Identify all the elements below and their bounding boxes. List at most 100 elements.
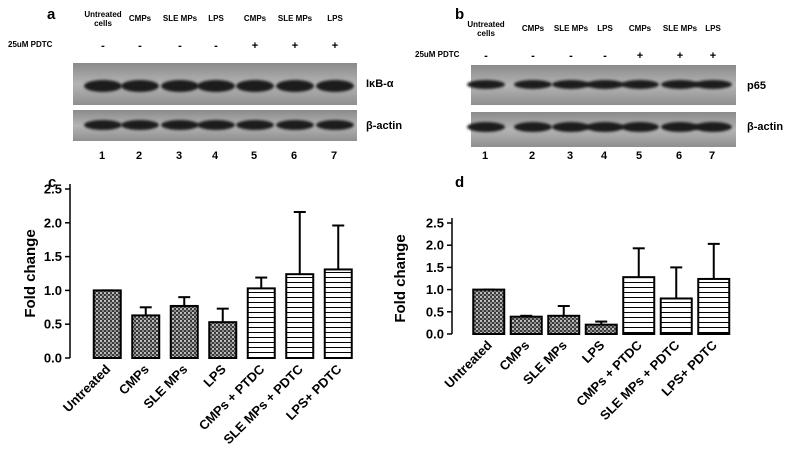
y-tick-label: 0.0 — [426, 327, 444, 342]
y-axis-label: Fold change — [22, 229, 39, 317]
column-header: SLE MPs — [162, 14, 198, 23]
treatment-sign: + — [251, 40, 259, 52]
bar — [92, 289, 122, 359]
y-tick-label: 0.0 — [44, 351, 62, 366]
blot-band — [467, 122, 505, 132]
column-header: SLE MPs — [553, 24, 589, 33]
blot-band — [661, 122, 699, 132]
y-tick-label: 2.5 — [44, 182, 62, 197]
treatment-sign: - — [531, 50, 535, 62]
treatment-sign: + — [331, 40, 339, 52]
blot-band — [621, 80, 659, 89]
treatment-label: 25uM PDTC — [8, 40, 53, 49]
column-header: SLE MPs — [277, 14, 313, 23]
y-tick-label: 1.5 — [44, 249, 62, 264]
treatment-sign: + — [291, 40, 299, 52]
bar — [246, 287, 276, 360]
bar — [509, 315, 543, 335]
bar — [323, 268, 353, 359]
column-header: Untreated cells — [84, 10, 122, 28]
treatment-sign: + — [676, 50, 684, 62]
treatment-sign: - — [603, 50, 607, 62]
treatment-sign: - — [484, 50, 488, 62]
blot-band — [197, 120, 235, 130]
bar — [584, 323, 618, 335]
blot-band — [694, 80, 732, 89]
blot-band — [121, 120, 159, 130]
y-tick-label: 1.0 — [44, 283, 62, 298]
treatment-sign: + — [709, 50, 717, 62]
x-tick-label: LPS — [579, 337, 608, 366]
y-tick-label: 0.5 — [426, 304, 444, 319]
blot-band — [467, 80, 505, 89]
blot-band — [84, 80, 122, 92]
lane-number: 7 — [709, 150, 716, 162]
lane-number: 2 — [529, 150, 536, 162]
treatment-sign: - — [138, 40, 142, 52]
blot-band — [236, 120, 274, 130]
treatment-sign: - — [101, 40, 105, 52]
y-tick-label: 1.5 — [426, 260, 444, 275]
column-header: CMPs — [628, 24, 652, 33]
column-header: SLE MPs — [662, 24, 698, 33]
y-tick-label: 0.5 — [44, 317, 62, 332]
lane-number: 4 — [601, 150, 608, 162]
band-label: β-actin — [747, 121, 784, 133]
band-label: IκB-α — [366, 78, 394, 90]
blot-band — [514, 122, 552, 132]
lane-number: 1 — [99, 150, 106, 162]
bar — [697, 277, 731, 335]
y-tick-label: 2.0 — [426, 238, 444, 253]
band-label: β-actin — [366, 120, 403, 132]
lane-number: 6 — [291, 150, 298, 162]
bar — [659, 297, 693, 336]
blot-band — [586, 80, 624, 89]
bar — [622, 276, 656, 335]
blot-band — [84, 120, 122, 130]
column-header: CMPs — [243, 14, 267, 23]
y-tick-label: 2.5 — [426, 216, 444, 231]
blot-band — [514, 80, 552, 89]
column-header: LPS — [208, 14, 224, 23]
blot-band — [197, 80, 235, 92]
lane-number: 5 — [636, 150, 643, 162]
blot-band — [316, 120, 354, 130]
treatment-sign: - — [214, 40, 218, 52]
treatment-label: 25uM PDTC — [415, 50, 460, 59]
band-label: p65 — [747, 80, 766, 92]
blot-band — [661, 80, 699, 89]
blot-band — [121, 80, 159, 92]
column-header: LPS — [705, 24, 721, 33]
bar — [472, 288, 506, 336]
lane-number: 4 — [212, 150, 219, 162]
y-axis-label: Fold change — [392, 234, 409, 322]
treatment-sign: + — [636, 50, 644, 62]
blot-band — [552, 80, 590, 89]
x-tick-label: LPS — [200, 361, 229, 390]
x-tick-label: CMPs — [496, 338, 532, 374]
lane-number: 7 — [331, 150, 338, 162]
y-tick-label: 2.0 — [44, 215, 62, 230]
lane-number: 1 — [482, 150, 489, 162]
bar — [547, 314, 581, 335]
x-tick-label: CMPs + PTDC — [573, 337, 645, 409]
blot-band — [621, 122, 659, 132]
lane-number: 3 — [176, 150, 183, 162]
panel-label: a — [47, 6, 56, 23]
x-tick-label: Untreated — [441, 337, 495, 391]
lane-number: 3 — [567, 150, 574, 162]
column-header: Untreated cells — [467, 20, 505, 38]
blot-band — [552, 122, 590, 132]
blot-band — [276, 120, 314, 130]
bar — [131, 314, 161, 359]
panel-label: d — [455, 174, 464, 191]
blot-band — [586, 122, 624, 132]
blot-band — [161, 80, 199, 92]
treatment-sign: - — [569, 50, 573, 62]
panel-label: b — [455, 6, 465, 23]
lane-number: 2 — [136, 150, 143, 162]
blot-band — [276, 80, 314, 92]
column-header: LPS — [597, 24, 613, 33]
column-header: CMPs — [521, 24, 545, 33]
